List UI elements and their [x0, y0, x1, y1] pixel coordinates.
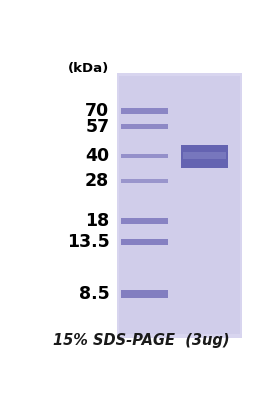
Bar — [121, 290, 168, 298]
Text: 28: 28 — [85, 172, 109, 190]
Bar — [117, 73, 242, 338]
Text: 57: 57 — [85, 118, 109, 136]
Text: (kDa): (kDa) — [68, 62, 109, 74]
Bar — [119, 76, 240, 334]
Bar — [183, 152, 226, 159]
Bar — [121, 108, 168, 114]
Bar — [121, 154, 168, 158]
Text: 8.5: 8.5 — [79, 285, 109, 303]
Text: 13.5: 13.5 — [67, 233, 109, 251]
Text: 18: 18 — [85, 212, 109, 230]
Text: 70: 70 — [85, 102, 109, 120]
Bar — [121, 218, 168, 224]
Bar — [121, 124, 168, 130]
Bar — [181, 144, 228, 168]
Bar — [121, 239, 168, 245]
Text: 15% SDS-PAGE  (3ug): 15% SDS-PAGE (3ug) — [53, 333, 230, 348]
Bar — [121, 179, 168, 183]
Text: 40: 40 — [85, 147, 109, 165]
